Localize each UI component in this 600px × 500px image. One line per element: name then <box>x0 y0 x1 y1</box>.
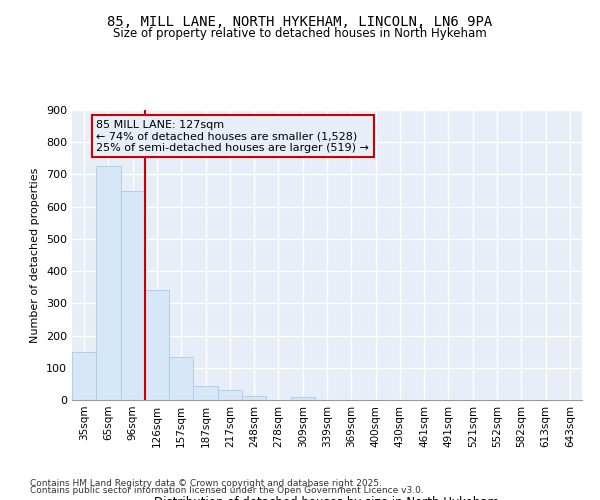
Bar <box>290 397 315 400</box>
Bar <box>72 352 96 400</box>
Text: 85 MILL LANE: 127sqm
← 74% of detached houses are smaller (1,528)
25% of semi-de: 85 MILL LANE: 127sqm ← 74% of detached h… <box>96 120 369 153</box>
Y-axis label: Number of detached properties: Number of detached properties <box>31 168 40 342</box>
Bar <box>169 356 193 400</box>
Bar <box>218 390 242 400</box>
Text: 85, MILL LANE, NORTH HYKEHAM, LINCOLN, LN6 9PA: 85, MILL LANE, NORTH HYKEHAM, LINCOLN, L… <box>107 15 493 29</box>
Text: Size of property relative to detached houses in North Hykeham: Size of property relative to detached ho… <box>113 28 487 40</box>
Bar <box>121 191 145 400</box>
Bar <box>145 290 169 400</box>
Text: Contains HM Land Registry data © Crown copyright and database right 2025.: Contains HM Land Registry data © Crown c… <box>30 478 382 488</box>
Text: Contains public sector information licensed under the Open Government Licence v3: Contains public sector information licen… <box>30 486 424 495</box>
Bar <box>96 166 121 400</box>
Bar <box>242 396 266 400</box>
X-axis label: Distribution of detached houses by size in North Hykeham: Distribution of detached houses by size … <box>155 496 499 500</box>
Bar <box>193 386 218 400</box>
